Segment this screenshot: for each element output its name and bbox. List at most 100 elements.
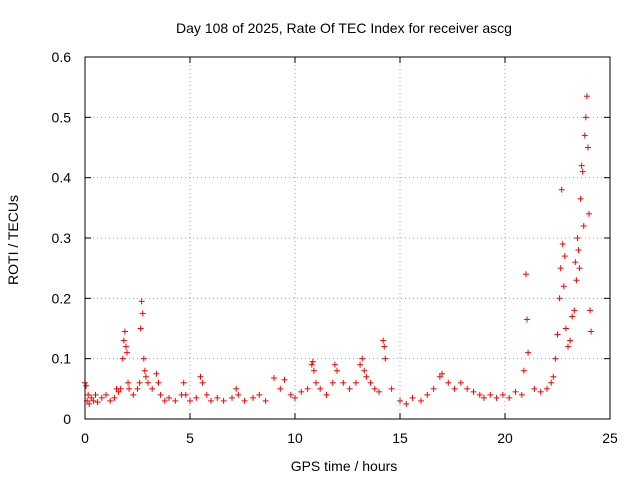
x-tick-labels: 0 5 10 15 20 25 [81,430,618,446]
data-point [576,265,583,272]
data-point [139,310,146,317]
data-point [304,385,311,392]
data-point [323,391,330,398]
data-point [550,373,557,380]
data-point [122,343,129,350]
data-point [583,93,590,100]
data-point [580,222,587,229]
plot-frame [84,56,611,420]
data-point [587,307,594,314]
data-point [208,397,214,404]
data-point [203,391,210,398]
x-tick-label: 15 [392,430,408,446]
data-point [308,361,315,368]
x-axis-label: GPS time / hours [291,458,398,474]
x-tick-label: 20 [497,430,513,446]
y-tick-label: 0.1 [52,351,72,367]
data-point [357,361,364,368]
data-point [262,397,269,404]
data-point [277,385,284,392]
data-point [556,295,563,302]
data-point [575,247,582,254]
data-point [117,385,124,392]
data-point [544,385,550,392]
data-point [214,394,221,401]
data-point [565,343,571,350]
data-point [381,343,388,350]
data-point [572,259,579,266]
data-point [548,379,555,386]
data-point [145,379,151,386]
data-point [487,391,494,398]
data-point [199,379,206,386]
data-point [310,367,317,374]
data-point [403,400,410,407]
data-point [86,400,93,407]
data-point [569,313,576,320]
data-point [430,385,437,392]
data-point [346,385,353,392]
data-point [331,361,338,368]
data-point [571,307,578,314]
data-point [88,394,95,401]
grid-lines [85,57,610,419]
data-point [552,355,559,362]
data-point [581,132,588,139]
data-point [520,367,527,374]
data-point [182,391,189,398]
data-point [235,391,242,398]
data-point [119,355,126,362]
chart-title: Day 108 of 2025, Rate Of TEC Index for r… [176,20,512,36]
data-point [409,394,416,401]
data-point [134,385,141,392]
data-point [457,379,464,386]
data-point [359,355,366,362]
data-point [126,385,133,392]
data-point [361,367,368,374]
x-tick-label: 25 [602,430,618,446]
data-point [439,370,445,377]
data-point [329,379,336,386]
y-tick-label: 0 [63,411,71,427]
data-point [141,367,148,374]
data-point [256,391,263,398]
data-point [166,394,172,401]
data-point [220,397,227,404]
data-point [287,391,294,398]
data-point [187,397,193,404]
data-point [562,325,569,332]
data-point [524,316,531,323]
data-point [579,168,586,175]
data-point [130,391,137,398]
data-point [586,210,592,217]
y-tick-label: 0.3 [52,230,72,246]
data-point [560,283,567,290]
data-point [115,388,122,395]
data-point [172,397,179,404]
data-point [380,337,387,344]
data-point [584,144,591,151]
data-point [90,397,97,404]
data-point [161,397,168,404]
data-point [470,388,477,395]
data-point [142,373,149,380]
data-point [554,331,561,338]
data-point [525,349,532,356]
data-point [481,394,487,401]
data-point [376,388,382,395]
data-point [281,376,288,383]
data-point [83,382,90,389]
data-point [574,235,581,241]
data-point [120,337,127,344]
data-point [149,385,156,392]
data-point [493,394,500,401]
data-points [82,93,595,407]
data-point [180,379,187,386]
data-point [271,374,277,381]
data-point [464,385,471,392]
data-point [103,391,109,398]
data-point [334,367,340,374]
data-point [85,391,92,398]
x-tick-label: 10 [287,430,303,446]
